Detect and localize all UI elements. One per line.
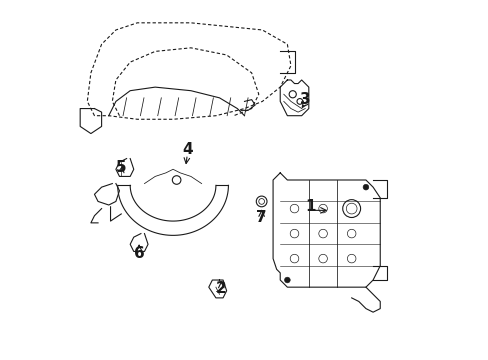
Text: 1: 1 [305,199,315,214]
Text: 6: 6 [134,246,144,261]
Text: 2: 2 [216,282,226,296]
Text: 5: 5 [116,160,126,175]
Text: 7: 7 [256,210,266,225]
Circle shape [284,277,290,283]
Circle shape [363,184,368,190]
Text: 4: 4 [182,142,192,157]
Text: 3: 3 [299,92,310,107]
